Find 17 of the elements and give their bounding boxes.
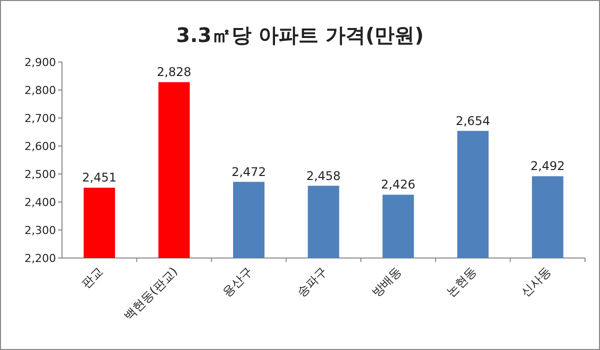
y-tick-label: 2,800	[24, 84, 56, 97]
x-tick-label: 판교	[78, 264, 106, 292]
data-label: 2,458	[306, 168, 341, 183]
data-label: 2,426	[381, 178, 416, 192]
y-tick-label: 2,200	[24, 252, 56, 265]
y-tick-label: 2,300	[24, 224, 56, 237]
data-label: 2,828	[156, 65, 192, 80]
data-label: 2,451	[82, 170, 117, 185]
data-label: 2,472	[232, 164, 266, 179]
y-tick-label: 2,600	[24, 140, 56, 153]
y-tick-label: 2,500	[24, 168, 56, 181]
y-tick-label: 2,700	[24, 112, 56, 125]
y-tick-label: 2,900	[24, 56, 56, 69]
data-label: 2,654	[456, 114, 490, 128]
y-tick-label: 2,400	[24, 196, 56, 209]
chart-title: 3.3㎡당 아파트 가격(만원)	[176, 23, 424, 47]
data-label: 2,492	[530, 159, 565, 174]
